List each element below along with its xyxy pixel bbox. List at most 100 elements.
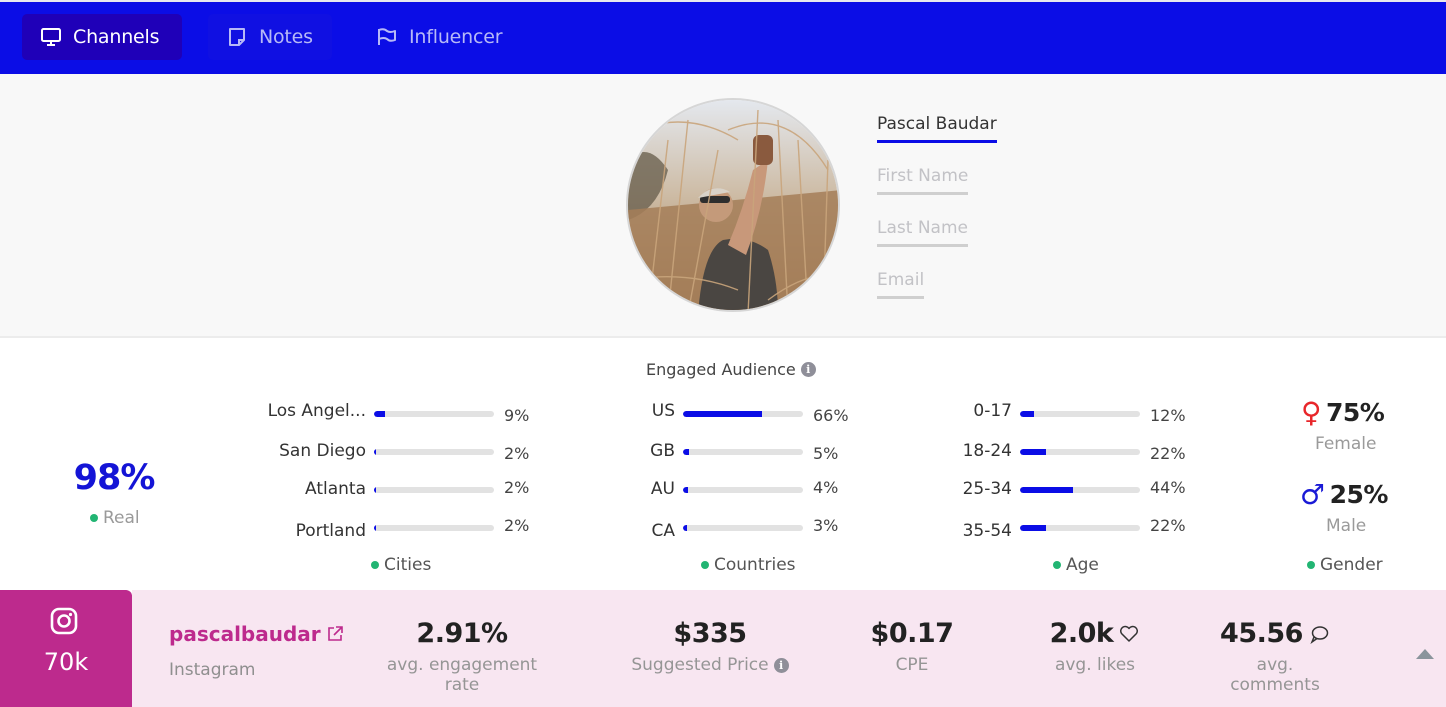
- age-row-percent: 12%: [1150, 406, 1186, 425]
- stat-value-wrap: 2.0k: [1030, 618, 1160, 649]
- countries-row-percent: 66%: [813, 406, 849, 425]
- countries-row-percent: 3%: [813, 516, 839, 535]
- avatar[interactable]: [626, 98, 840, 312]
- cities-row: Atlanta 2%: [305, 478, 534, 501]
- stat-value: 2.0k: [1049, 618, 1114, 649]
- cities-row: Los Angel... 9%: [268, 401, 534, 425]
- stat-label-wrap: Suggested Price i: [620, 655, 800, 675]
- stat-label: Suggested Price: [631, 655, 769, 675]
- countries-bar-track: [683, 411, 803, 417]
- age-row-percent: 44%: [1150, 478, 1186, 497]
- collapse-arrow-icon[interactable]: [1416, 649, 1434, 659]
- age-row: 35-54 22%: [963, 516, 1186, 541]
- countries-row-percent: 5%: [813, 444, 839, 463]
- countries-bar-fill: [683, 449, 689, 455]
- cities-row-label: San Diego: [279, 441, 366, 461]
- age-label: Age: [1066, 555, 1099, 575]
- gender-label: Gender: [1320, 555, 1383, 575]
- email-field[interactable]: Email: [877, 270, 925, 299]
- male-label: Male: [1326, 516, 1367, 536]
- age-row: 25-34 44%: [963, 478, 1186, 501]
- cities-bar-track: [374, 487, 494, 493]
- info-icon[interactable]: i: [773, 657, 789, 673]
- cities-row-percent: 2%: [504, 516, 530, 535]
- stat-value: 45.56: [1220, 618, 1303, 649]
- avatar-photo: [628, 100, 838, 310]
- male-icon: ♂: [1300, 478, 1325, 511]
- instagram-channel-badge[interactable]: 70k: [0, 590, 132, 707]
- last-name-field[interactable]: Last Name: [877, 218, 968, 247]
- cities-bar-track: [374, 525, 494, 531]
- stat-avg-likes: 2.0k avg. likes: [1030, 618, 1160, 675]
- instagram-icon: [50, 607, 78, 635]
- countries-row-percent: 4%: [813, 478, 839, 497]
- age-bar-fill: [1020, 487, 1073, 493]
- legend-dot: [90, 514, 98, 522]
- countries-row-label: GB: [650, 441, 675, 461]
- cities-bar-fill: [374, 525, 377, 531]
- tab-influencer[interactable]: Influencer: [358, 14, 528, 60]
- stat-label: avg. comments: [1230, 655, 1320, 695]
- stat-label: CPE: [895, 655, 929, 675]
- age-row-label: 35-54: [962, 521, 1012, 541]
- real-percentage: 98%: [73, 458, 156, 498]
- external-link-icon: [327, 626, 343, 641]
- legend-dot: [371, 561, 379, 569]
- cities-caption: Cities: [371, 555, 431, 575]
- age-bar-track: [1020, 411, 1140, 417]
- age-bar-track: [1020, 525, 1140, 531]
- tab-channels[interactable]: Channels: [22, 14, 182, 60]
- age-row: 18-24 22%: [963, 441, 1186, 463]
- countries-row: US 66%: [652, 401, 849, 425]
- info-icon[interactable]: i: [800, 362, 816, 377]
- first-name-field[interactable]: First Name: [877, 166, 969, 195]
- name-field[interactable]: Pascal Baudar: [877, 114, 997, 143]
- channel-handle: pascalbaudar: [169, 622, 321, 646]
- female-value: 75%: [1326, 398, 1385, 427]
- cities-bar-fill: [374, 449, 377, 455]
- age-row-percent: 22%: [1150, 444, 1186, 463]
- countries-bar-fill: [683, 411, 763, 417]
- cities-label: Cities: [384, 555, 432, 575]
- countries-row: CA 3%: [652, 516, 843, 541]
- countries-bar-track: [683, 487, 803, 493]
- countries-row-label: AU: [650, 479, 675, 499]
- heart-icon: [1120, 625, 1139, 642]
- channel-stats-bar: pascalbaudar Instagram 2.91% avg. engage…: [132, 590, 1446, 707]
- male-percentage: ♂ 25%: [1300, 478, 1388, 511]
- countries-bar-track: [683, 525, 803, 531]
- channel-handle-link[interactable]: pascalbaudar: [169, 622, 344, 646]
- stat-engagement-rate: 2.91% avg. engagement rate: [372, 618, 552, 695]
- countries-bar-fill: [683, 487, 688, 493]
- cities-row: Portland 2%: [296, 516, 534, 541]
- legend-dot: [1307, 561, 1315, 569]
- real-caption: Real: [90, 508, 140, 528]
- tab-influencer-label: Influencer: [409, 26, 503, 48]
- countries-row-label: CA: [651, 521, 676, 541]
- follower-count: 70k: [43, 648, 89, 676]
- tab-notes[interactable]: Notes: [208, 14, 332, 60]
- platform-name: Instagram: [169, 660, 256, 680]
- countries-label: Countries: [714, 555, 796, 575]
- flag-icon: [376, 26, 398, 48]
- real-label: Real: [103, 508, 140, 528]
- legend-dot: [1053, 561, 1061, 569]
- cities-row-percent: 2%: [504, 478, 530, 497]
- age-bar-fill: [1020, 411, 1035, 417]
- stat-value: $335: [673, 618, 747, 649]
- stat-cpe: $0.17 CPE: [852, 618, 972, 675]
- countries-caption: Countries: [701, 555, 796, 575]
- female-percentage: ♀ 75%: [1301, 396, 1385, 429]
- age-row-percent: 22%: [1150, 516, 1186, 535]
- countries-row: GB 5%: [650, 441, 843, 463]
- stat-label: avg. likes: [1054, 655, 1136, 675]
- cities-row-label: Los Angel...: [267, 401, 366, 421]
- age-caption: Age: [1053, 555, 1099, 575]
- cities-row-label: Atlanta: [305, 479, 366, 499]
- engaged-audience-title: Engaged Audience i: [646, 360, 816, 379]
- cities-bar-fill: [374, 411, 385, 417]
- cities-bar-track: [374, 411, 494, 417]
- note-icon: [226, 26, 248, 48]
- countries-bar-fill: [683, 525, 687, 531]
- age-bar-track: [1020, 449, 1140, 455]
